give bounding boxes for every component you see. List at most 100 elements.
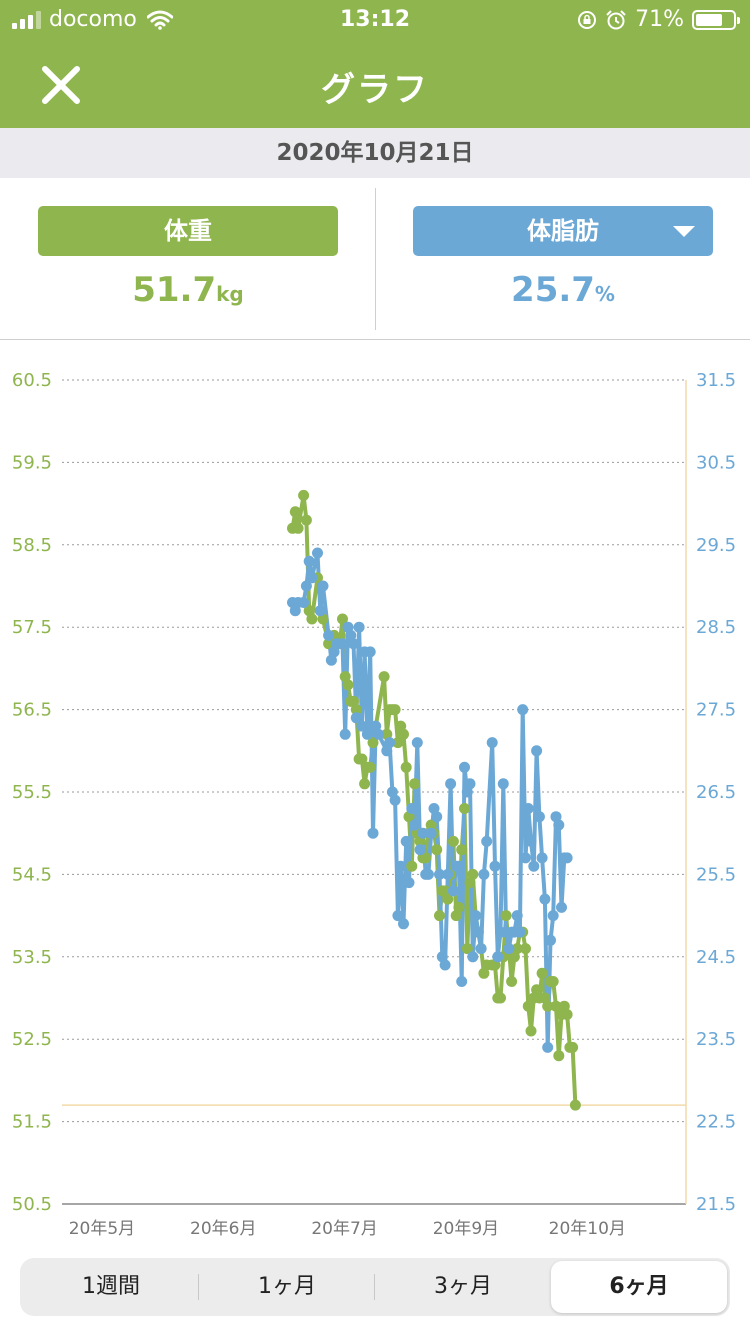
y-left-tick-label: 57.5 <box>12 617 52 638</box>
weight-data-point <box>506 976 518 987</box>
body-fat-data-point <box>497 778 509 790</box>
y-right-tick-label: 21.5 <box>696 1194 736 1215</box>
weight-data-point <box>300 514 312 526</box>
orientation-lock-icon <box>578 10 597 29</box>
body-fat-data-point <box>398 918 409 930</box>
weight-label: 体重 <box>164 217 212 245</box>
body-fat-data-point <box>470 910 482 922</box>
body-fat-data-point <box>547 910 559 922</box>
status-right: 71% <box>577 7 740 32</box>
close-icon[interactable] <box>36 60 86 110</box>
body-fat-data-point <box>525 835 537 847</box>
weight-data-point <box>292 522 304 534</box>
weight-data-point <box>298 489 310 501</box>
weight-data-point <box>398 728 409 740</box>
chart-area[interactable]: 60.5 31.5 59.5 30.5 58.5 29.5 57.5 28.5 56.5 27.5… <box>0 340 750 1250</box>
body-fat-data-point <box>339 728 351 740</box>
battery-icon <box>692 9 740 30</box>
weight-data-point <box>447 835 459 847</box>
weight-data-point <box>400 761 412 773</box>
body-fat-data-point <box>536 852 548 864</box>
body-fat-data-point <box>325 654 337 666</box>
status-time: 13:12 <box>339 7 411 32</box>
summary-divider <box>375 188 376 330</box>
body-fat-data-point <box>411 737 423 749</box>
body-fat-data-point <box>447 885 459 897</box>
weight-data-point <box>406 860 418 872</box>
body-fat-data-point <box>323 629 335 641</box>
weight-data-point <box>495 992 506 1004</box>
weight-button[interactable]: 体重 <box>38 206 338 256</box>
body-fat-data-point <box>514 926 526 938</box>
weight-data-point <box>520 943 531 955</box>
body-fat-data-point <box>561 852 573 864</box>
body-fat-data-point <box>431 811 443 823</box>
weight-data-point <box>561 1009 573 1020</box>
body-fat-data-point <box>409 819 421 831</box>
weight-data-point <box>323 638 335 650</box>
period-1-week[interactable]: 1週間 <box>23 1261 199 1313</box>
weight-bodyfat-chart[interactable]: 60.5 31.5 59.5 30.5 58.5 29.5 57.5 28.5 56.5 27.5… <box>0 340 750 1250</box>
body-fat-data-point <box>317 580 329 592</box>
body-fat-data-point <box>395 860 407 872</box>
weight-data-point <box>381 728 393 740</box>
weight-data-point <box>511 943 523 955</box>
body-fat-data-point <box>528 860 540 872</box>
body-fat-data-point <box>367 827 379 839</box>
period-3-months[interactable]: 3ヶ月 <box>434 1274 492 1299</box>
body-fat-data-point <box>478 868 490 880</box>
body-fat-unit: % <box>594 282 615 306</box>
body-fat-data-point <box>345 629 357 641</box>
y-right-tick-label: 22.5 <box>696 1112 736 1133</box>
y-right-tick-label: 25.5 <box>696 864 736 885</box>
signal-icon <box>12 10 41 29</box>
body-fat-data-point <box>489 860 501 872</box>
y-left-tick-label: 56.5 <box>12 700 52 721</box>
alarm-icon <box>606 9 626 29</box>
y-left-tick-label: 53.5 <box>12 947 52 968</box>
body-fat-data-point <box>298 597 310 608</box>
body-fat-data-point <box>553 819 565 831</box>
weight-value: 51.7kg <box>38 270 338 310</box>
y-left-tick-label: 54.5 <box>12 864 52 885</box>
period-selector: 1週間 1ヶ月 3ヶ月 6ヶ月 <box>20 1258 730 1316</box>
body-fat-data-point <box>522 803 534 814</box>
body-fat-data-point <box>531 745 543 757</box>
weight-data-point <box>350 704 362 716</box>
weight-data-point <box>289 506 301 518</box>
body-fat-data-point <box>475 943 487 955</box>
body-fat-data-point <box>481 835 493 847</box>
body-fat-data-point <box>520 852 531 864</box>
weight-data-point <box>553 1050 565 1062</box>
carrier-label: docomo <box>49 7 137 32</box>
battery-percent: 71% <box>635 7 684 32</box>
body-fat-data-point <box>539 893 551 905</box>
weight-data-point <box>431 844 443 856</box>
y-right-tick-label: 30.5 <box>696 452 736 473</box>
body-fat-data-point <box>353 621 365 633</box>
weight-data-point <box>337 613 348 625</box>
weight-data-point <box>342 679 354 691</box>
x-tick-label: 20年7月 <box>311 1219 377 1239</box>
body-fat-data-point <box>406 803 418 814</box>
body-fat-data-point <box>467 951 479 963</box>
nav-bar: グラフ <box>0 40 750 128</box>
weight-data-point <box>303 605 315 617</box>
body-fat-data-point <box>503 943 515 955</box>
body-fat-data-point <box>306 572 318 584</box>
body-fat-data-point <box>384 737 396 749</box>
weight-data-point <box>461 943 473 955</box>
weight-series-line <box>290 493 578 1106</box>
y-right-tick-label: 31.5 <box>696 370 736 391</box>
body-fat-data-point <box>356 720 368 732</box>
period-6-months[interactable]: 6ヶ月 <box>551 1261 727 1313</box>
weight-data-point <box>364 761 376 773</box>
weight-data-point <box>456 844 468 856</box>
body-fat-data-point <box>389 794 401 806</box>
body-fat-data-point <box>517 704 529 716</box>
body-fat-dropdown[interactable]: 体脂肪 <box>413 206 713 256</box>
period-1-month[interactable]: 1ヶ月 <box>199 1261 375 1313</box>
body-fat-data-point <box>486 737 498 749</box>
y-left-tick-label: 60.5 <box>12 370 52 391</box>
body-fat-data-point <box>312 547 323 559</box>
